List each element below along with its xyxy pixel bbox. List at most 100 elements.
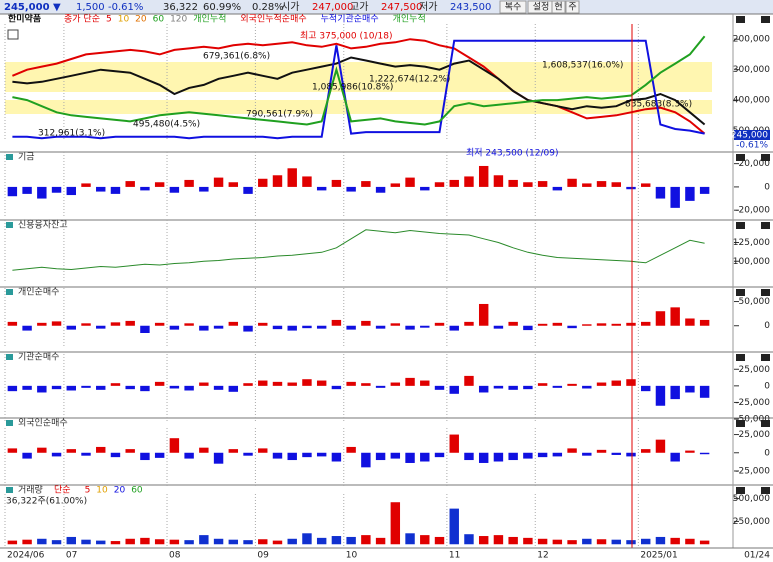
bar	[302, 379, 312, 386]
bar	[596, 539, 607, 545]
bar	[125, 385, 135, 390]
toolbar-button-label[interactable]: 현	[554, 2, 562, 13]
bar	[641, 449, 651, 453]
bar	[361, 383, 371, 386]
bar	[405, 377, 415, 386]
bar	[184, 452, 194, 459]
bar	[316, 380, 327, 386]
low: 243,500	[450, 2, 491, 13]
bar	[582, 452, 592, 456]
bar	[243, 383, 253, 386]
bar	[110, 452, 121, 458]
bar	[493, 175, 504, 187]
bar	[213, 325, 224, 329]
bar	[685, 538, 695, 545]
bar	[523, 537, 533, 545]
panel-marker	[6, 222, 13, 228]
y-tick-label: -25,000	[735, 466, 770, 476]
bar	[258, 178, 268, 187]
bar	[51, 540, 62, 545]
bar	[66, 449, 76, 453]
panel-title: 기금	[18, 152, 35, 163]
bar	[316, 325, 327, 329]
bar	[464, 176, 474, 187]
y-tick-label: 25,000	[739, 365, 771, 375]
bar	[641, 385, 651, 392]
bar	[331, 179, 342, 187]
bar	[699, 385, 710, 398]
bar	[449, 508, 459, 545]
legend-entry: 60	[131, 486, 143, 496]
bar	[81, 539, 91, 545]
bar	[272, 381, 283, 386]
toolbar-button-label[interactable]: 설정	[533, 2, 550, 13]
annotation: 1,608,537(16.0%)	[542, 61, 623, 71]
bar	[670, 537, 680, 545]
bar	[184, 540, 194, 545]
bar	[405, 325, 415, 330]
panel-marker	[6, 289, 13, 295]
bar	[641, 538, 651, 545]
bar	[199, 447, 209, 453]
annotation: 최고 375,000 (10/18)	[300, 31, 392, 42]
toolbar-button-label[interactable]: 주	[568, 2, 576, 13]
change: 1,500	[76, 2, 105, 13]
bar	[184, 385, 194, 391]
panel-icon	[736, 154, 745, 161]
legend-entry: 누적기관순매수	[321, 13, 379, 25]
annotation: 679,361(6.8%)	[203, 52, 270, 62]
panel-subtitle: 36,322주(61.00%)	[6, 496, 87, 507]
y-tick-label: 300,000	[733, 65, 770, 75]
panel-title: 외국인순매수	[18, 417, 68, 429]
bar	[464, 321, 474, 326]
bar	[154, 322, 165, 326]
bar	[125, 449, 135, 453]
bar	[582, 324, 592, 326]
checkbox[interactable]	[7, 29, 19, 40]
bar	[626, 186, 636, 190]
bar	[552, 385, 563, 388]
x-tick-label: 08	[169, 551, 181, 561]
bar	[375, 537, 386, 545]
bar	[287, 452, 297, 461]
volume: 36,322	[163, 2, 198, 13]
bar	[464, 375, 474, 386]
bar	[81, 323, 91, 326]
y-tick-label: 25,000	[739, 430, 771, 440]
bar	[66, 186, 76, 196]
toolbar-button[interactable]	[551, 0, 566, 14]
toolbar-button[interactable]	[499, 0, 527, 14]
bar	[567, 178, 577, 187]
bar	[375, 325, 386, 329]
bar	[184, 323, 194, 326]
bar	[434, 322, 445, 326]
bar	[22, 325, 32, 331]
annotation: 312,961(3.1%)	[38, 129, 105, 139]
bar	[493, 325, 504, 329]
bar	[375, 186, 386, 193]
bar	[125, 538, 135, 545]
last-price: 245,000	[731, 131, 768, 141]
bar	[375, 385, 386, 388]
bar	[154, 539, 165, 545]
bar	[7, 186, 18, 197]
bar	[125, 320, 135, 326]
bar	[685, 385, 695, 393]
bar	[346, 186, 356, 192]
legend-entry: 5	[85, 486, 91, 496]
panel-marker	[6, 487, 13, 493]
bar	[420, 535, 430, 545]
bar	[243, 186, 253, 194]
bar	[258, 322, 268, 326]
bar	[626, 452, 636, 457]
bar	[169, 385, 180, 389]
bar	[478, 165, 489, 187]
legend-entry: 개인누적	[393, 13, 426, 25]
toolbar-button[interactable]	[565, 0, 580, 14]
bar	[331, 385, 342, 390]
bar	[567, 325, 577, 329]
bar	[96, 186, 106, 192]
bar	[449, 385, 459, 394]
bar	[699, 452, 710, 455]
toolbar-button-label[interactable]: 복수	[505, 2, 522, 13]
